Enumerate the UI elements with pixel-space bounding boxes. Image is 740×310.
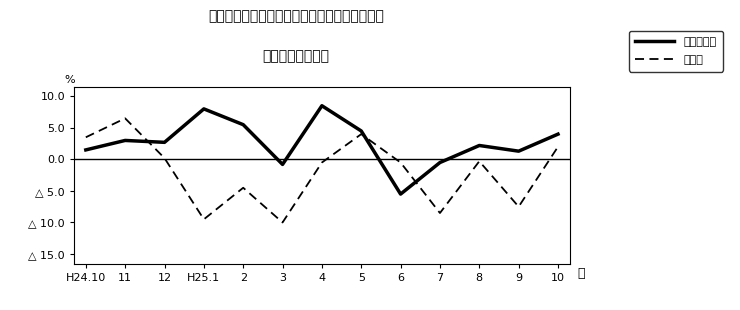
Text: 第２図　所定外労働時間　対前年同月比の推移: 第２図 所定外労働時間 対前年同月比の推移 — [208, 9, 384, 23]
Text: 月: 月 — [578, 267, 585, 280]
Legend: 調査産業計, 製造業: 調査産業計, 製造業 — [629, 30, 723, 72]
Text: （規樯５人以上）: （規樯５人以上） — [263, 50, 329, 64]
Text: %: % — [64, 75, 75, 85]
